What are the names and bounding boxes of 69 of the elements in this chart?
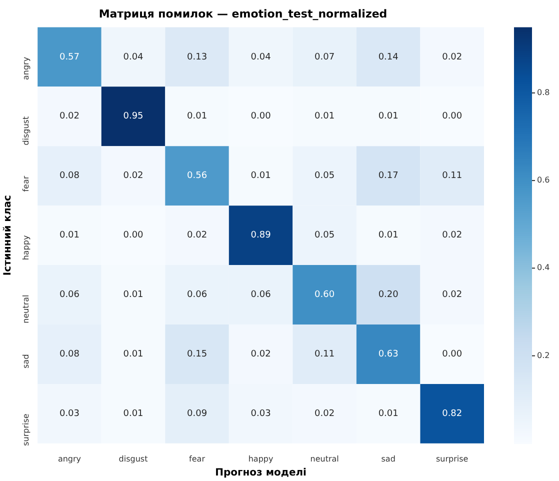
x-tick-label: fear — [189, 454, 206, 464]
data-label: 0.95 — [123, 112, 144, 122]
data-label: 0.15 — [187, 350, 208, 360]
data-label: 0.02 — [59, 112, 80, 122]
data-label: 0.02 — [442, 52, 462, 62]
y-tick-label: sad — [22, 354, 31, 368]
data-label: 0.06 — [250, 290, 272, 300]
data-label: 0.08 — [59, 350, 80, 360]
y-tick-label: neutral — [22, 294, 31, 324]
data-label: 0.08 — [59, 171, 80, 182]
data-label: 0.01 — [187, 112, 208, 122]
data-label: 0.01 — [378, 409, 398, 420]
data-label: 0.01 — [59, 230, 80, 241]
data-label: 0.00 — [442, 350, 462, 360]
data-label: 0.13 — [187, 52, 208, 62]
x-tick-label: angry — [58, 454, 82, 464]
data-label: 0.04 — [250, 52, 272, 62]
color-bar-label: 0.2 — [537, 350, 550, 360]
x-tick-label: sad — [381, 454, 396, 464]
y-tick-label: fear — [22, 175, 31, 192]
data-label: 0.89 — [250, 230, 272, 241]
data-label: 0.01 — [123, 409, 144, 420]
data-label: 0.09 — [187, 409, 208, 420]
data-label: 0.02 — [187, 230, 208, 241]
x-tick-label: happy — [248, 454, 274, 464]
data-label: 0.17 — [378, 171, 398, 182]
color-bar-label: 0.4 — [537, 263, 550, 272]
x-tick-label: disgust — [118, 454, 148, 464]
data-label: 0.02 — [442, 230, 462, 241]
data-label: 0.20 — [378, 290, 399, 300]
y-tick-label: angry — [22, 56, 31, 80]
data-label: 0.06 — [187, 290, 208, 300]
data-label: 0.11 — [314, 350, 335, 360]
data-label: 0.02 — [123, 171, 144, 182]
data-label: 0.02 — [442, 290, 462, 300]
color-bar-label: 0.6 — [537, 176, 550, 185]
data-label: 0.06 — [59, 290, 80, 300]
data-label: 0.07 — [314, 52, 335, 62]
data-label: 0.60 — [314, 290, 335, 300]
data-label: 0.00 — [250, 112, 272, 122]
data-label: 0.14 — [378, 52, 399, 62]
data-label: 0.02 — [314, 409, 335, 420]
data-label: 0.01 — [250, 171, 271, 182]
data-label: 0.05 — [314, 230, 335, 241]
data-label: 0.03 — [250, 409, 271, 420]
data-label: 0.04 — [123, 52, 144, 62]
x-axis-title: Прогноз моделі — [215, 468, 306, 479]
data-label: 0.56 — [187, 171, 208, 182]
data-label: 0.82 — [442, 409, 462, 420]
data-label: 0.01 — [378, 112, 398, 122]
chart-title: Матриця помилок — emotion_test_normalized — [98, 7, 388, 20]
data-label: 0.01 — [314, 112, 335, 122]
data-label: 0.01 — [378, 230, 398, 241]
data-label: 0.00 — [123, 230, 144, 241]
data-label: 0.05 — [314, 171, 335, 182]
data-label: 0.01 — [123, 350, 144, 360]
data-label: 0.01 — [123, 290, 144, 300]
data-label: 0.00 — [442, 112, 462, 122]
y-tick-label: happy — [22, 235, 31, 260]
data-label: 0.02 — [250, 350, 271, 360]
data-label: 0.63 — [378, 350, 398, 360]
color-bar-label: 0.8 — [537, 88, 550, 97]
data-label: 0.57 — [59, 52, 80, 62]
y-axis-title: Істинний клас — [2, 194, 14, 276]
x-tick-label: surprise — [436, 454, 468, 464]
x-tick-label: neutral — [310, 454, 339, 464]
data-label: 0.11 — [442, 171, 462, 182]
data-label: 0.03 — [59, 409, 80, 420]
y-tick-label: disgust — [22, 116, 31, 146]
